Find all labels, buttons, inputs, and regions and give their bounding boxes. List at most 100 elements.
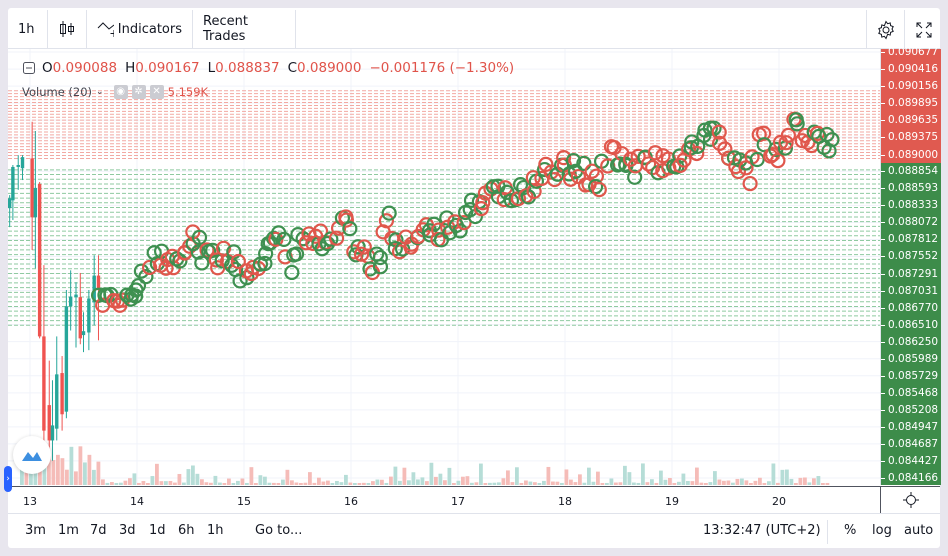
interval-button[interactable]: 1h: [8, 9, 48, 49]
volume-bar: [456, 480, 461, 485]
indicators-label: Indicators: [117, 21, 182, 37]
auto-toggle[interactable]: auto: [904, 523, 934, 538]
volume-bar: [326, 480, 330, 485]
volume-bar: [533, 482, 537, 485]
collapse-icon[interactable]: [22, 61, 36, 75]
volume-bar: [789, 478, 794, 485]
candle-body: [8, 198, 12, 209]
range-1m[interactable]: 1m: [58, 523, 79, 538]
price-label: 0.089375: [881, 131, 941, 143]
range-6h[interactable]: 6h: [178, 523, 195, 538]
clock[interactable]: 13:32:47 (UTC+2): [703, 523, 821, 538]
price-label: 0.090677: [881, 46, 941, 58]
candle-body: [30, 158, 34, 218]
volume-bar: [411, 472, 416, 485]
time-label: 16: [344, 495, 358, 508]
close-label: C: [287, 60, 298, 76]
volume-bar: [47, 455, 51, 485]
chevron-down-icon[interactable]: ⌄: [96, 87, 104, 97]
volume-bar: [713, 471, 717, 485]
trade-marker: [824, 132, 840, 148]
log-toggle[interactable]: log: [872, 523, 892, 538]
trade-marker: [587, 178, 604, 195]
volume-bar: [573, 482, 578, 485]
settings-button[interactable]: [866, 10, 904, 49]
volume-bar: [551, 481, 555, 485]
volume-bar: [92, 469, 96, 485]
volume-bar: [600, 482, 605, 485]
volume-bar: [807, 482, 812, 485]
volume-bar: [267, 482, 272, 485]
volume-bar: [812, 478, 816, 485]
trade-marker: [199, 242, 215, 258]
volume-bar: [740, 478, 744, 485]
volume-bar: [231, 482, 236, 485]
recent-trades-button[interactable]: Recent Trades: [193, 9, 296, 49]
trade-marker: [230, 253, 246, 270]
volume-bar: [137, 482, 141, 485]
trade-marker: [717, 141, 733, 157]
price-label: 0.087031: [881, 285, 941, 297]
trade-marker: [452, 223, 468, 239]
visibility-icon[interactable]: ◉: [113, 85, 128, 99]
price-label: 0.087552: [881, 250, 941, 262]
volume-bar: [83, 462, 87, 485]
price-label: 0.085729: [881, 370, 941, 382]
indicators-button[interactable]: Indicators: [87, 9, 193, 49]
trade-marker: [576, 155, 592, 171]
high-label: H: [125, 60, 136, 76]
bottom-bar: 3m 1m 7d 3d 1d 6h 1h Go to... 13:32:47 (…: [8, 513, 940, 548]
range-3m[interactable]: 3m: [25, 523, 46, 538]
tradingview-logo[interactable]: [13, 436, 51, 474]
volume-bar: [708, 482, 713, 485]
volume-bar: [159, 481, 164, 485]
range-7d[interactable]: 7d: [90, 523, 107, 538]
volume-bar: [510, 482, 515, 485]
price-label: 0.088072: [881, 216, 941, 228]
trade-marker: [711, 124, 727, 140]
trade-marker: [208, 252, 224, 268]
volume-bar: [24, 471, 29, 485]
range-3d[interactable]: 3d: [119, 523, 136, 538]
volume-bar: [636, 482, 641, 485]
price-label: 0.088854: [881, 165, 941, 177]
gear-icon[interactable]: ✲: [131, 85, 146, 99]
volume-bar: [285, 469, 290, 485]
range-1h[interactable]: 1h: [207, 523, 224, 538]
open-value: 0.090088: [52, 60, 118, 76]
volume-bar: [744, 480, 749, 485]
trade-marker: [647, 145, 663, 161]
candle-body: [92, 275, 96, 303]
trade-marker: [630, 148, 646, 164]
volume-bar: [528, 481, 533, 485]
volume-bar: [263, 476, 267, 485]
volume-label[interactable]: Volume (20): [22, 85, 93, 99]
candle-body: [60, 373, 64, 415]
trade-marker: [257, 255, 273, 272]
price-label: 0.090416: [881, 63, 941, 75]
trade-marker: [138, 269, 154, 285]
volume-bar: [393, 466, 398, 485]
price-label: 0.089895: [881, 97, 941, 109]
goto-button[interactable]: Go to...: [255, 523, 303, 538]
volume-bar: [96, 461, 101, 485]
close-icon[interactable]: ✕: [149, 85, 164, 99]
price-label: 0.085208: [881, 404, 941, 416]
candle-body: [55, 374, 59, 429]
range-1d[interactable]: 1d: [149, 523, 166, 538]
price-chart[interactable]: [8, 49, 880, 485]
trade-marker: [381, 205, 397, 221]
percent-toggle[interactable]: %: [844, 523, 857, 538]
volume-bar: [519, 482, 524, 485]
axis-settings-button[interactable]: [880, 486, 940, 513]
price-axis[interactable]: 0.090677 0.090416 0.090156 0.089895 0.089635…: [880, 46, 941, 485]
trade-marker: [372, 249, 388, 266]
fullscreen-button[interactable]: [904, 10, 942, 49]
volume-bar: [74, 471, 78, 485]
time-axis[interactable]: 13 14 15 16 17 18 19 20: [8, 486, 880, 513]
volume-bar: [762, 482, 767, 485]
volume-bar: [735, 478, 740, 485]
volume-bar: [461, 476, 465, 485]
chart-type-button[interactable]: [48, 9, 87, 49]
expand-toolbar-handle[interactable]: ›: [4, 466, 12, 492]
